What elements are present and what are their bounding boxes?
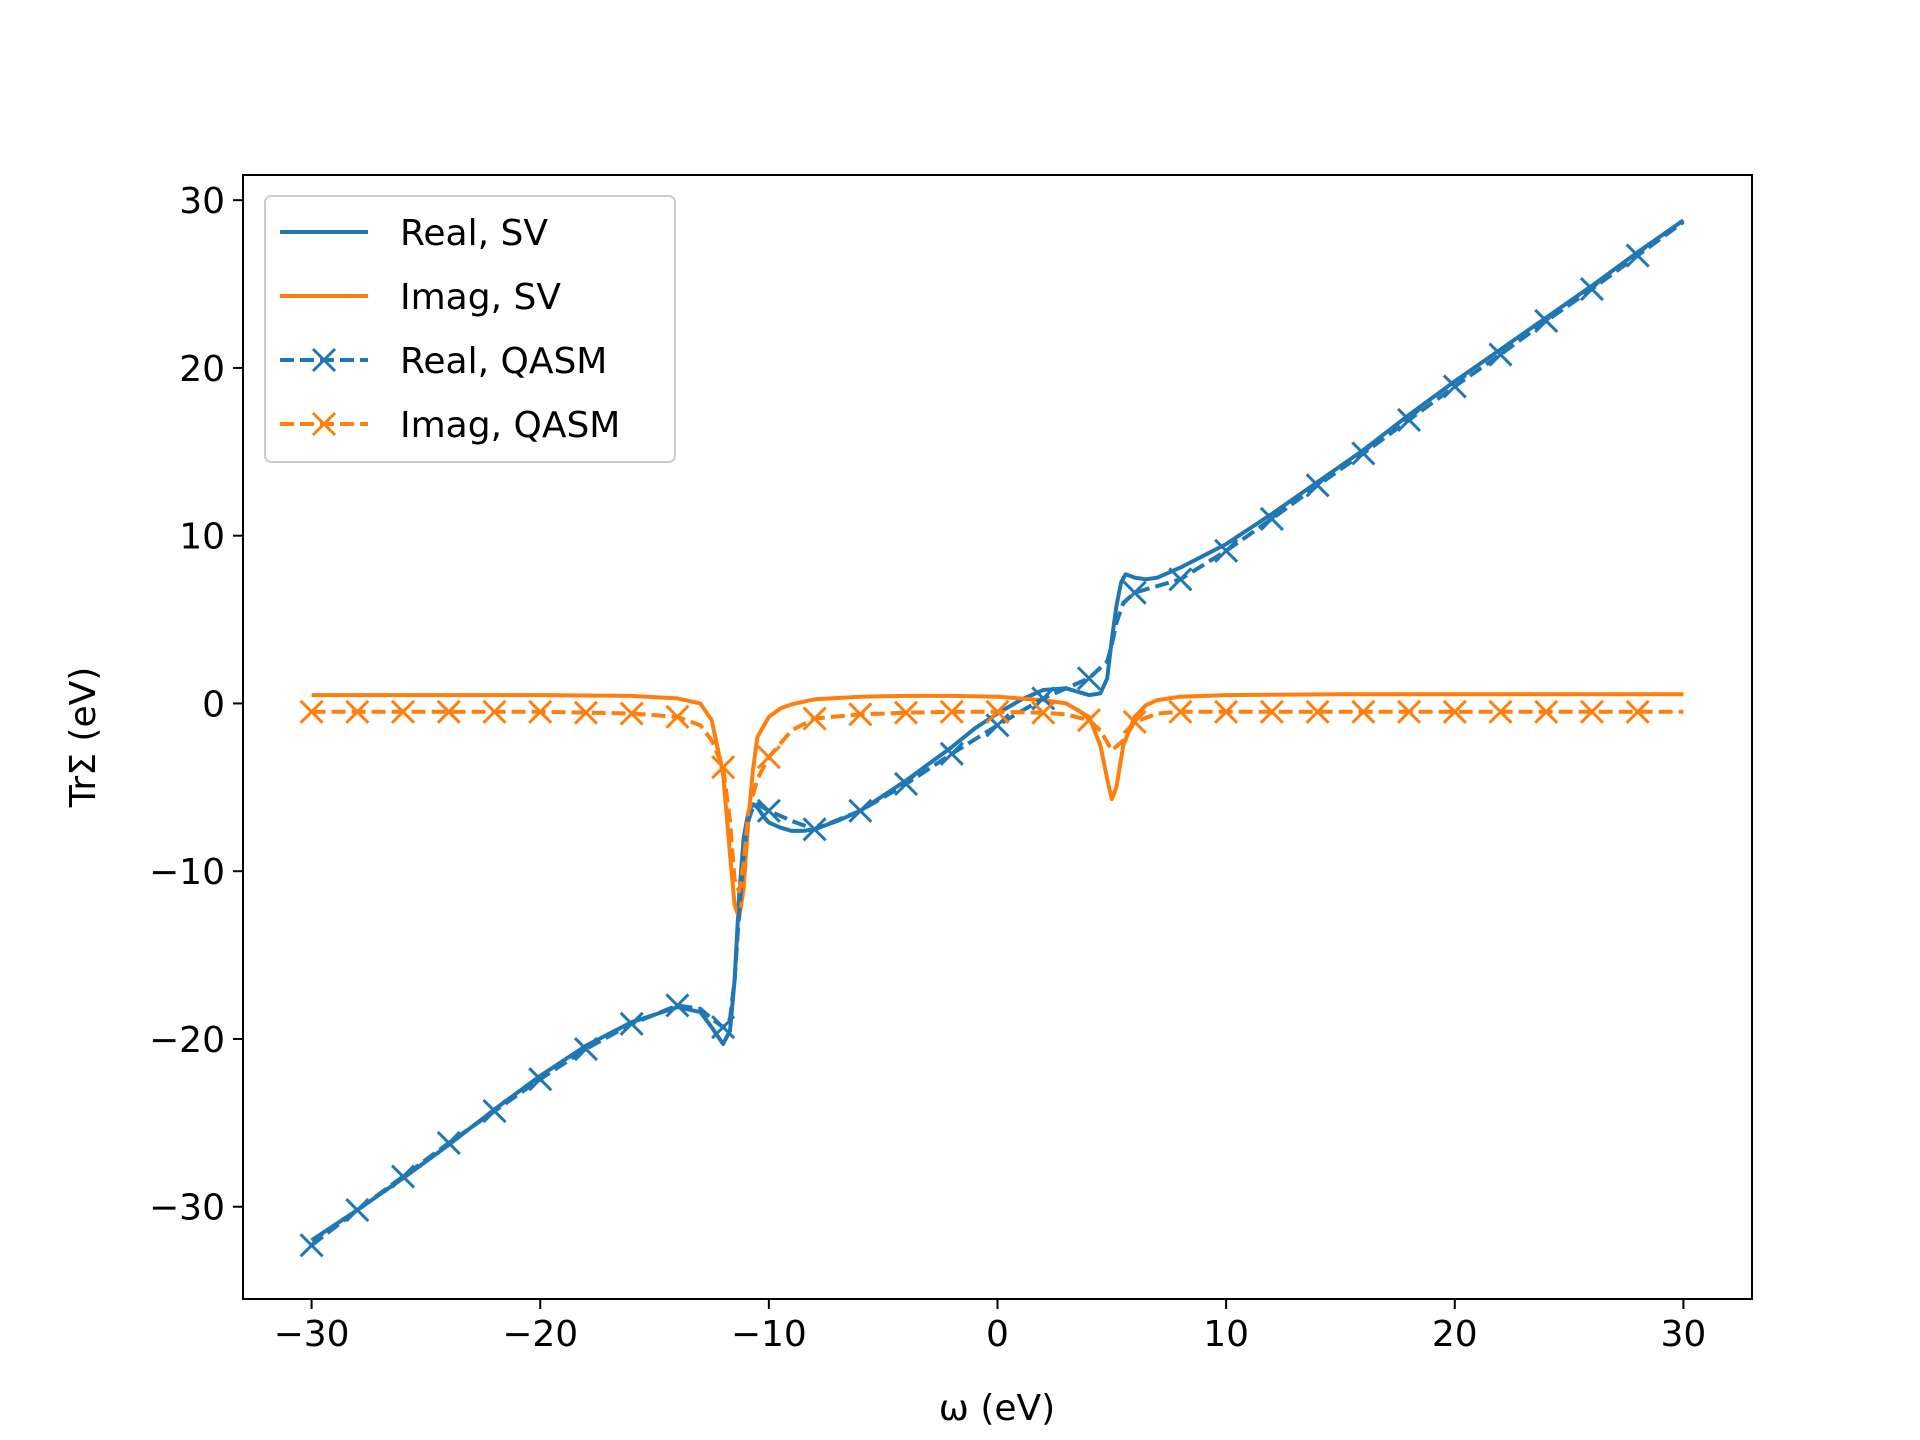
y-tick-label: 30 <box>179 181 225 222</box>
data-point-marker <box>1122 580 1147 605</box>
data-point-marker <box>573 1036 599 1062</box>
data-point-marker <box>1259 506 1284 531</box>
data-point-marker <box>1168 699 1193 724</box>
data-point-marker <box>939 699 964 724</box>
data-point-marker <box>665 704 690 729</box>
data-point-marker <box>1488 699 1513 724</box>
x-axis: −30 −20 −10 0 10 20 30 <box>274 1299 1707 1355</box>
data-point-marker <box>345 1198 370 1223</box>
data-point-marker <box>893 700 919 725</box>
series-line-real-sv <box>310 218 1685 1242</box>
data-point-marker <box>482 699 507 724</box>
data-point-marker <box>528 699 553 724</box>
data-point-marker <box>436 1130 461 1156</box>
data-point-marker <box>1076 666 1102 691</box>
data-point-marker <box>985 699 1010 724</box>
data-point-marker <box>1351 699 1376 724</box>
y-tick-label: 20 <box>179 349 225 390</box>
data-point-marker <box>756 745 781 770</box>
data-point-marker <box>939 741 964 766</box>
data-point-marker <box>528 1067 553 1092</box>
data-point-marker <box>1305 699 1330 724</box>
data-point-marker <box>1305 473 1330 498</box>
data-point-marker <box>299 1233 324 1258</box>
series-layer <box>299 218 1685 1258</box>
x-tick-label: 10 <box>1203 1314 1249 1355</box>
data-point-marker <box>1534 699 1559 724</box>
data-point-marker <box>482 1099 507 1124</box>
data-point-marker <box>802 817 827 842</box>
data-point-marker <box>436 699 461 724</box>
data-point-marker <box>665 993 690 1018</box>
legend-label-imag-qasm: Imag, QASM <box>400 405 620 446</box>
data-point-marker <box>1351 441 1376 466</box>
y-axis: −30 −20 −10 0 10 20 30 <box>149 181 243 1229</box>
x-tick-label: 0 <box>986 1314 1009 1355</box>
series-line-imag-sv <box>311 692 1684 921</box>
data-point-marker <box>848 702 873 727</box>
data-point-marker <box>1488 342 1513 367</box>
data-point-marker <box>802 706 827 731</box>
data-point-marker <box>1122 709 1147 734</box>
data-point-marker <box>893 771 919 797</box>
x-tick-label: −30 <box>274 1314 350 1355</box>
legend-label-real-qasm: Real, QASM <box>400 341 607 382</box>
y-tick-label: −30 <box>149 1188 225 1229</box>
series-real-sv <box>310 218 1685 1242</box>
x-tick-label: −20 <box>502 1314 578 1355</box>
data-point-marker <box>1534 308 1559 334</box>
data-point-marker <box>619 701 644 726</box>
data-point-marker <box>299 699 324 724</box>
data-point-marker <box>1625 243 1650 268</box>
y-axis-label: TrΣ (eV) <box>63 667 104 809</box>
series-line-imag-qasm <box>311 709 1684 894</box>
series-imag-sv <box>311 692 1684 921</box>
legend-frame <box>264 195 676 463</box>
x-tick-label: 30 <box>1661 1314 1707 1355</box>
data-point-marker <box>390 1164 416 1189</box>
data-point-marker <box>1076 708 1102 733</box>
legend: Real, SV Imag, SV Real, QASM Imag, QASM <box>264 195 676 463</box>
data-point-marker <box>1031 700 1056 725</box>
x-axis-label: ω (eV) <box>939 1388 1055 1429</box>
y-tick-label: −10 <box>149 852 225 893</box>
data-point-marker <box>1579 277 1605 302</box>
data-point-marker <box>1442 699 1467 724</box>
data-point-marker <box>711 755 736 780</box>
legend-marker-real-qasm <box>311 347 337 373</box>
legend-marker-imag-qasm <box>311 411 337 437</box>
data-point-marker <box>1259 699 1284 724</box>
y-tick-label: −20 <box>149 1020 225 1061</box>
y-tick-label: 10 <box>179 517 225 558</box>
legend-label-imag-sv: Imag, SV <box>400 277 561 318</box>
x-tick-label: 20 <box>1432 1314 1478 1355</box>
data-point-marker <box>345 699 370 724</box>
data-point-marker <box>573 700 599 725</box>
data-point-marker <box>619 1011 644 1036</box>
data-point-marker <box>1396 407 1422 432</box>
data-point-marker <box>1214 699 1239 724</box>
y-tick-label: 0 <box>202 684 225 725</box>
data-point-marker <box>711 1015 736 1040</box>
data-point-marker <box>390 699 416 724</box>
data-point-marker <box>1625 699 1650 724</box>
series-imag-qasm <box>299 699 1684 894</box>
legend-label-real-sv: Real, SV <box>400 213 548 254</box>
data-point-marker <box>1442 374 1467 399</box>
data-point-marker <box>1214 538 1239 563</box>
data-point-marker <box>1579 699 1605 724</box>
x-tick-label: −10 <box>731 1314 807 1355</box>
data-point-marker <box>1168 567 1193 592</box>
data-point-marker <box>1396 699 1422 724</box>
data-point-marker <box>848 798 873 823</box>
data-point-marker <box>756 798 781 823</box>
